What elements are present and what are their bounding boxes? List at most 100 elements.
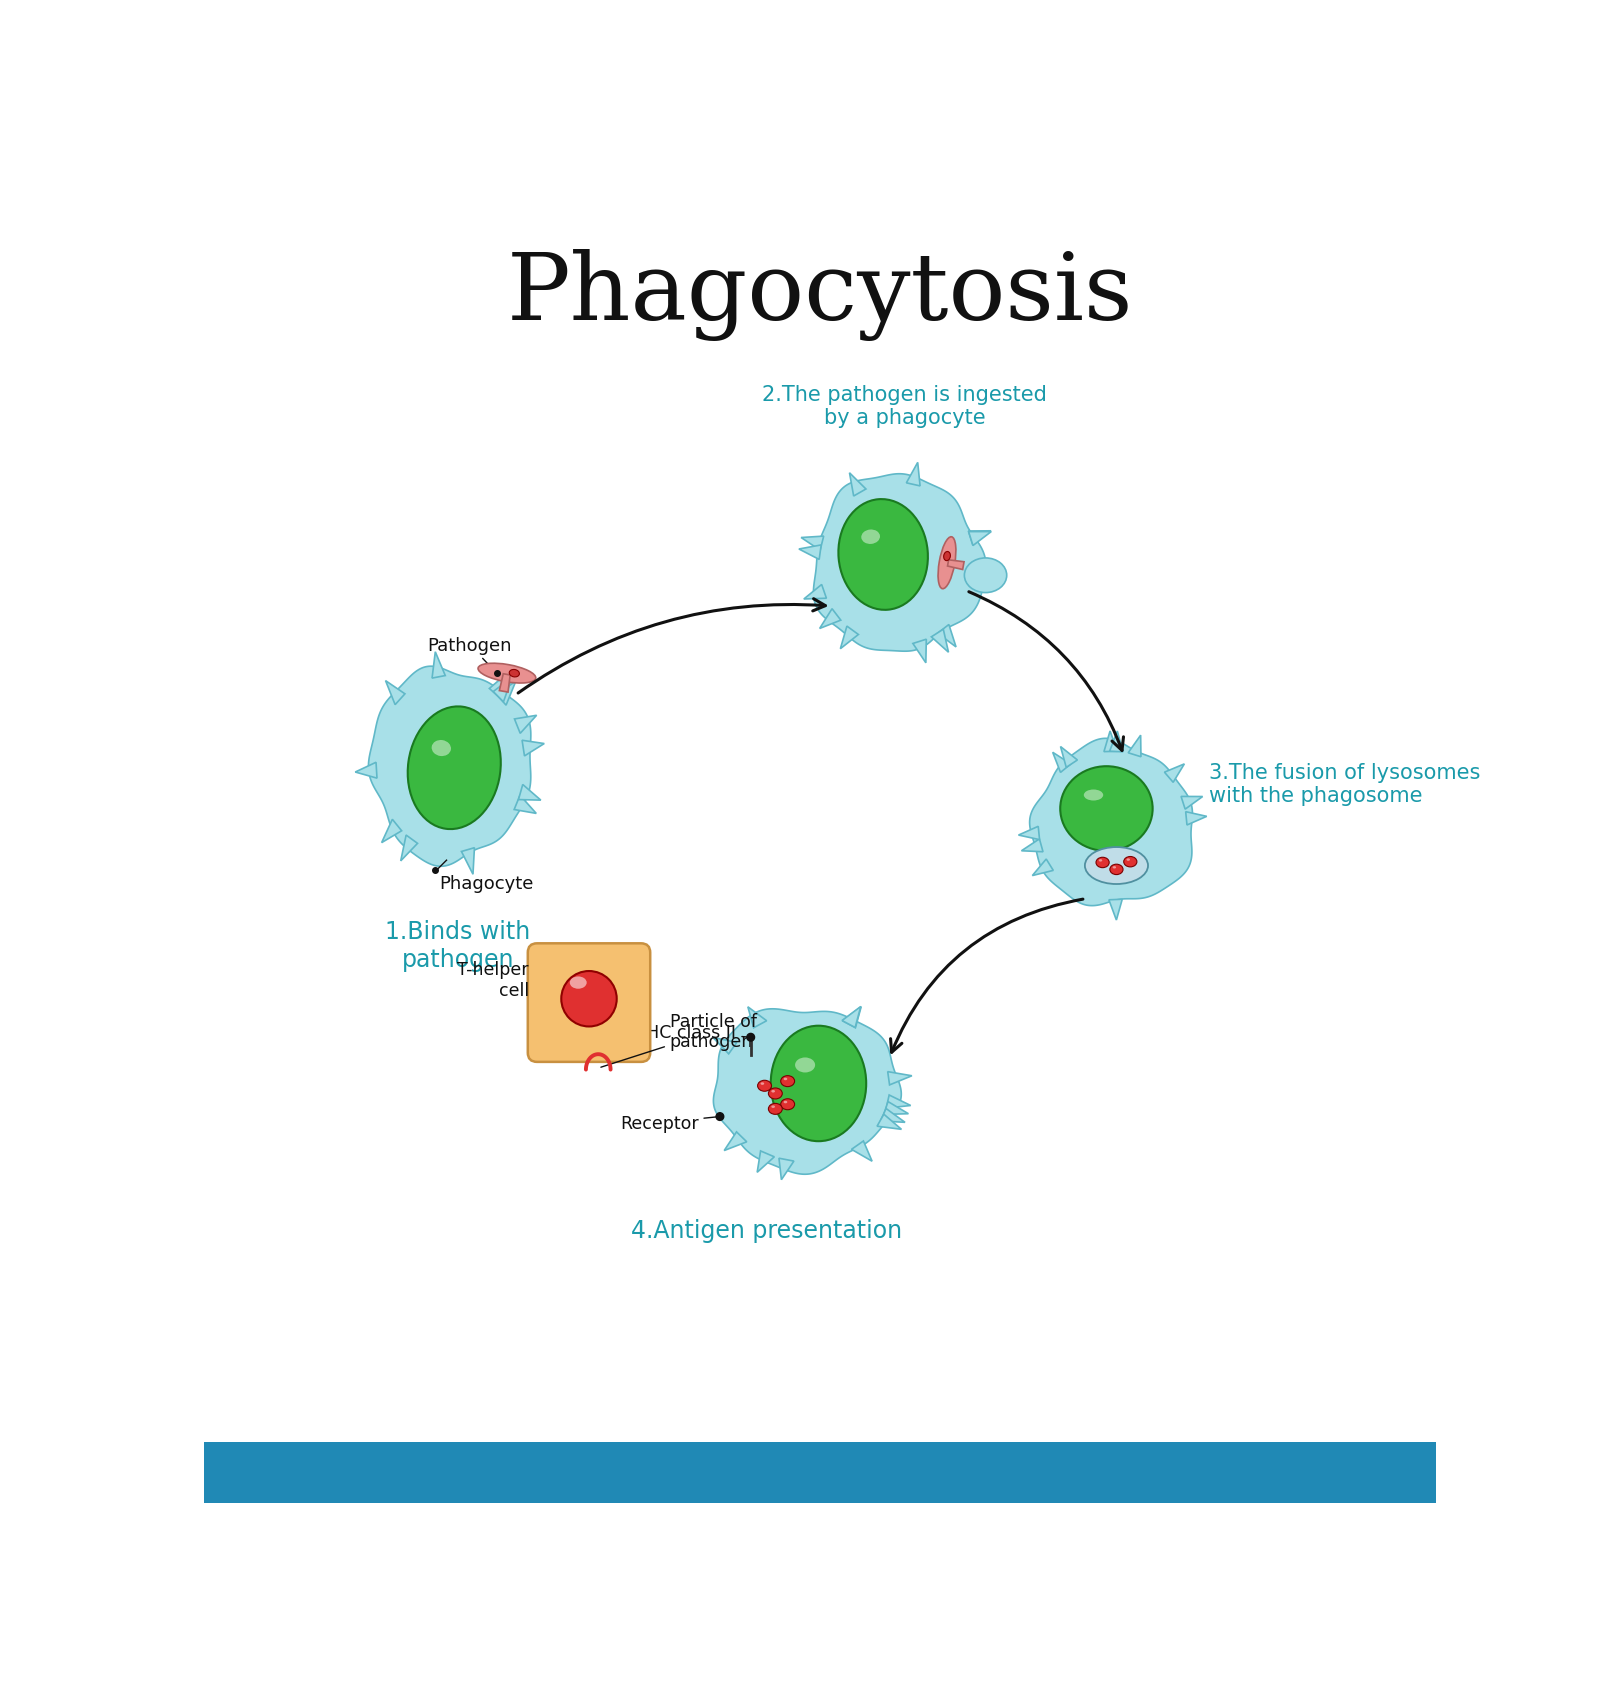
Polygon shape xyxy=(974,564,995,578)
Polygon shape xyxy=(1109,900,1122,921)
Polygon shape xyxy=(514,796,536,814)
Polygon shape xyxy=(1019,828,1040,839)
Polygon shape xyxy=(1186,812,1206,826)
Polygon shape xyxy=(947,561,965,571)
Polygon shape xyxy=(714,1037,736,1054)
Ellipse shape xyxy=(1112,866,1117,870)
Polygon shape xyxy=(382,819,402,843)
Polygon shape xyxy=(968,532,992,546)
Polygon shape xyxy=(1110,731,1123,752)
Ellipse shape xyxy=(838,500,928,610)
Ellipse shape xyxy=(938,537,955,589)
Polygon shape xyxy=(813,475,986,652)
Ellipse shape xyxy=(478,664,536,684)
Polygon shape xyxy=(888,1073,912,1086)
Polygon shape xyxy=(400,836,418,861)
Ellipse shape xyxy=(717,1113,723,1121)
Ellipse shape xyxy=(1126,860,1130,861)
Text: MHC class II: MHC class II xyxy=(632,1024,747,1040)
Polygon shape xyxy=(757,1152,774,1172)
Polygon shape xyxy=(1061,747,1077,768)
Ellipse shape xyxy=(784,1101,787,1103)
Polygon shape xyxy=(851,1142,872,1162)
Polygon shape xyxy=(843,1007,861,1029)
Polygon shape xyxy=(883,1101,909,1115)
Text: 1.Binds with
pathogen: 1.Binds with pathogen xyxy=(386,919,531,971)
Polygon shape xyxy=(840,627,858,649)
Ellipse shape xyxy=(771,1106,774,1108)
Ellipse shape xyxy=(944,552,950,561)
Polygon shape xyxy=(803,584,827,600)
Polygon shape xyxy=(496,682,515,706)
Text: ID 131900431 © Designua: ID 131900431 © Designua xyxy=(1230,1468,1416,1481)
Ellipse shape xyxy=(781,1076,795,1088)
Polygon shape xyxy=(938,625,957,647)
Polygon shape xyxy=(747,1007,766,1029)
Ellipse shape xyxy=(965,559,1006,593)
Text: Particle of
pathogen: Particle of pathogen xyxy=(602,1012,757,1067)
Text: 4.Antigen presentation: 4.Antigen presentation xyxy=(630,1218,902,1241)
Ellipse shape xyxy=(1083,790,1104,801)
Polygon shape xyxy=(499,674,510,692)
FancyBboxPatch shape xyxy=(528,944,650,1062)
Ellipse shape xyxy=(760,1083,765,1086)
Polygon shape xyxy=(1021,839,1043,853)
Polygon shape xyxy=(461,848,475,875)
Polygon shape xyxy=(725,1132,747,1150)
Ellipse shape xyxy=(408,708,501,829)
Text: Phagocyte: Phagocyte xyxy=(438,875,533,893)
Ellipse shape xyxy=(861,530,880,544)
Text: T-helper
cell: T-helper cell xyxy=(458,961,530,1000)
Polygon shape xyxy=(714,1010,901,1174)
Ellipse shape xyxy=(1110,865,1123,875)
Polygon shape xyxy=(1181,797,1203,809)
Polygon shape xyxy=(877,1115,901,1130)
Polygon shape xyxy=(914,640,926,664)
Text: 3.The fusion of lysosomes
with the phagosome: 3.The fusion of lysosomes with the phago… xyxy=(1210,762,1480,806)
Polygon shape xyxy=(355,763,378,779)
Polygon shape xyxy=(490,674,507,699)
Polygon shape xyxy=(886,1096,910,1108)
Polygon shape xyxy=(1104,731,1117,752)
Polygon shape xyxy=(368,667,531,866)
Ellipse shape xyxy=(1099,860,1102,861)
Text: Receptor: Receptor xyxy=(619,1115,717,1132)
Ellipse shape xyxy=(1061,767,1152,851)
Ellipse shape xyxy=(1123,856,1138,868)
Ellipse shape xyxy=(768,1103,782,1115)
Ellipse shape xyxy=(768,1088,782,1100)
Ellipse shape xyxy=(1096,858,1109,868)
Polygon shape xyxy=(1030,738,1192,905)
Polygon shape xyxy=(798,546,821,561)
Polygon shape xyxy=(386,681,405,706)
Polygon shape xyxy=(1053,753,1070,774)
Polygon shape xyxy=(968,532,990,546)
Polygon shape xyxy=(1128,736,1141,757)
Polygon shape xyxy=(515,716,536,735)
Polygon shape xyxy=(880,1110,906,1123)
Ellipse shape xyxy=(795,1057,814,1073)
Text: Phagocytosis: Phagocytosis xyxy=(507,248,1133,341)
Polygon shape xyxy=(493,677,512,703)
Ellipse shape xyxy=(771,1091,774,1093)
Ellipse shape xyxy=(562,971,616,1027)
Polygon shape xyxy=(1032,860,1053,877)
Polygon shape xyxy=(518,785,541,801)
Bar xyxy=(205,1442,1437,1503)
Polygon shape xyxy=(779,1159,794,1181)
Polygon shape xyxy=(522,741,544,757)
Ellipse shape xyxy=(747,1034,755,1042)
Ellipse shape xyxy=(781,1100,795,1110)
Polygon shape xyxy=(1165,765,1184,782)
Polygon shape xyxy=(931,630,949,654)
Polygon shape xyxy=(842,1007,861,1029)
Polygon shape xyxy=(819,610,840,628)
Ellipse shape xyxy=(509,671,520,677)
Ellipse shape xyxy=(758,1081,771,1091)
Ellipse shape xyxy=(784,1078,787,1081)
Polygon shape xyxy=(850,473,866,497)
Text: Pathogen: Pathogen xyxy=(427,637,512,672)
Polygon shape xyxy=(432,652,445,679)
Ellipse shape xyxy=(570,976,587,990)
Ellipse shape xyxy=(1085,848,1149,885)
